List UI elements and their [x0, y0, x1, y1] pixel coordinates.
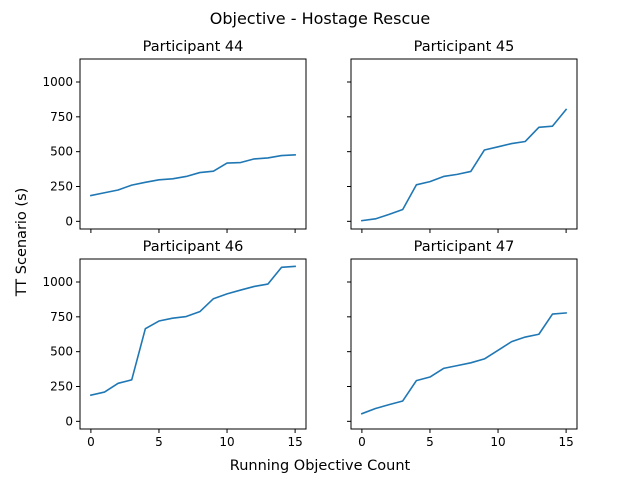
y-tick-label: 1000 — [42, 75, 73, 89]
subplot-title: Participant 46 — [143, 239, 244, 255]
y-tick-label: 0 — [65, 214, 73, 228]
x-axis-label: Running Objective Count — [230, 458, 411, 474]
x-tick-label: 10 — [219, 435, 234, 449]
subplot-title: Participant 45 — [414, 39, 515, 55]
x-tick-label: 15 — [287, 435, 302, 449]
subplot-2: Participant 45 — [347, 39, 578, 233]
plot-frame — [350, 58, 578, 230]
y-axis-label: TT Scenario (s) — [14, 188, 30, 298]
subplot-title: Participant 44 — [143, 39, 244, 55]
plot-frame — [79, 58, 307, 230]
plot-frame — [350, 258, 578, 430]
y-tick-label: 750 — [50, 310, 73, 324]
x-tick-label: 0 — [87, 435, 95, 449]
y-tick-label: 250 — [50, 180, 73, 194]
data-line — [360, 312, 567, 415]
x-tick-label: 15 — [558, 435, 573, 449]
subplot-3: Participant 46 0 5 10 15 0 250 500 750 1000 — [42, 239, 307, 449]
y-tick-label: 250 — [50, 380, 73, 394]
x-tick-label: 0 — [358, 435, 366, 449]
x-tick-label: 5 — [155, 435, 163, 449]
subplot-1: Participant 44 0 250 500 750 1000 — [42, 39, 307, 233]
y-tick-label: 500 — [50, 345, 73, 359]
data-line — [360, 108, 568, 222]
data-line — [89, 265, 296, 397]
y-tick-label: 1000 — [42, 275, 73, 289]
y-tick-label: 500 — [50, 145, 73, 159]
y-tick-label: 750 — [50, 110, 73, 124]
y-tick-label: 0 — [65, 414, 73, 428]
x-tick-label: 5 — [426, 435, 434, 449]
subplot-title: Participant 47 — [414, 239, 515, 255]
subplot-grid: Participant 4402505007501000Participant … — [42, 39, 578, 449]
subplot-4: Participant 47 0 5 10 15 — [347, 239, 578, 449]
figure-title: Objective - Hostage Rescue — [210, 9, 431, 28]
data-line — [89, 154, 296, 197]
x-tick-label: 10 — [490, 435, 505, 449]
plot-frame — [79, 258, 307, 430]
